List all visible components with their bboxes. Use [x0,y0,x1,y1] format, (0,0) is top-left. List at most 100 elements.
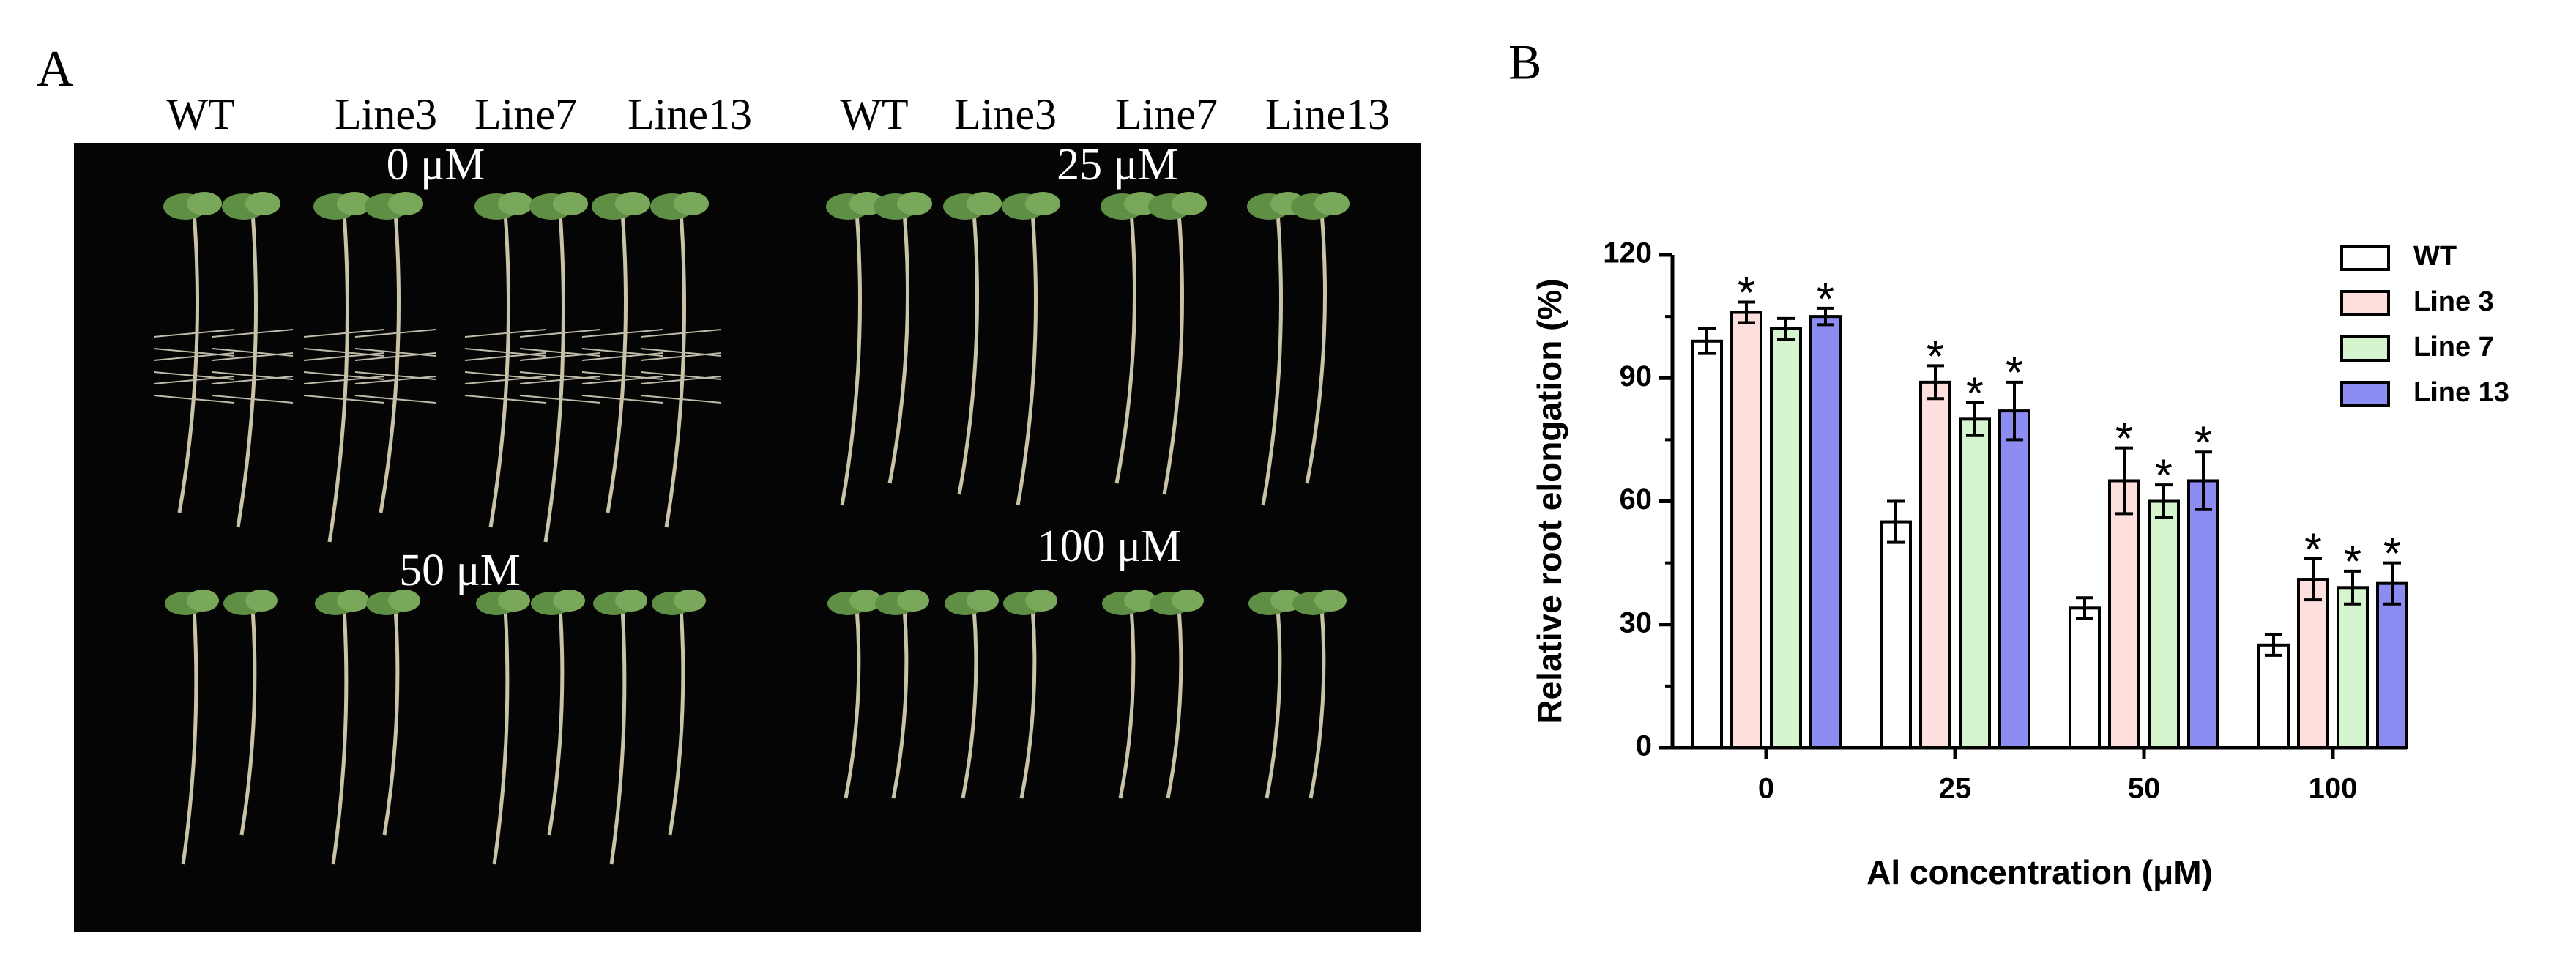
cotyledon [897,590,929,612]
stem [379,212,401,513]
cotyledon [245,590,278,612]
y-tick-label: 90 [1620,360,1653,393]
bar [2376,581,2408,750]
stem [961,607,978,799]
error-bar [2265,633,2282,657]
lateral-root [153,329,235,338]
cotyledon [849,590,882,612]
seedlings [153,192,1350,865]
lateral-root [212,395,294,404]
legend-label: Line 3 [2413,286,2494,317]
error-bar [1817,306,1834,327]
lateral-root [354,352,436,361]
error-bar [2155,483,2173,519]
treatment-label: 50 μM [399,546,521,595]
stem [957,212,979,495]
line-label: Line7 [474,90,577,138]
error-bar [2076,596,2093,620]
lateral-root [464,376,546,384]
bar [2069,606,2101,749]
significance-mark: * [2115,414,2133,464]
error-bar [1966,401,1984,437]
cotyledon [245,192,280,215]
stem [382,607,400,836]
bar [1998,409,2030,749]
bar [2297,578,2329,750]
stem [1309,607,1326,799]
lateral-root [354,395,436,404]
line-label: Line3 [954,90,1057,138]
stem [327,212,349,543]
stem [1118,607,1136,799]
photo [74,143,1421,932]
cotyledon [187,192,222,215]
line-label: Line13 [628,90,752,138]
bar [2148,499,2180,749]
legend-swatch [2340,245,2390,271]
stem [668,607,685,836]
stem [844,607,861,799]
bar [2257,643,2290,750]
line-label: WT [166,90,234,138]
significance-mark: * [1966,368,1984,419]
bar [1730,311,1762,749]
lateral-root [354,376,436,384]
stem [239,607,257,836]
significance-mark: * [2006,348,2023,398]
stem [177,212,199,513]
lateral-root [581,352,663,361]
error-bar [1777,316,1795,341]
lateral-root [581,395,663,404]
bar [2108,479,2140,749]
line-label: Line7 [1115,90,1218,138]
cotyledon [897,192,932,215]
lateral-root [464,352,546,361]
lateral-root [212,376,294,384]
cotyledon [1314,192,1350,215]
significance-mark: * [1927,332,1944,382]
lateral-root [519,352,601,361]
legend-swatch [2340,335,2390,362]
bar [1959,417,1991,749]
stem [606,212,628,513]
lateral-root [303,352,385,361]
cotyledon [388,590,420,612]
cotyledon [1172,590,1204,612]
cotyledon [1172,192,1207,215]
significance-mark: * [1817,274,1834,324]
lateral-root [153,395,235,404]
cotyledon [553,192,588,215]
lateral-root [212,329,294,338]
lateral-root [464,329,546,338]
lateral-root [519,329,601,338]
stem [609,607,627,865]
lateral-root [303,376,385,384]
cotyledon [674,192,709,215]
stem [887,212,909,484]
stem [181,607,198,865]
cotyledon [1025,590,1057,612]
cotyledon [615,192,650,215]
cotyledon [388,192,423,215]
x-tick-label: 25 [1939,773,1972,805]
cotyledon [1124,590,1156,612]
legend-label: Line 13 [2413,377,2509,408]
stem [891,607,909,799]
bar [1880,520,1912,750]
line-label: Line13 [1265,90,1390,138]
error-bar [2383,561,2401,606]
stem [236,212,258,528]
treatment-label: 0 μM [387,140,485,190]
cotyledon [187,590,219,612]
significance-mark: * [2304,524,2322,575]
stem [1019,607,1037,799]
bar [1691,339,1723,749]
stem [1261,212,1283,506]
treatment-label: 25 μM [1057,140,1178,190]
cotyledon [337,192,372,215]
x-tick-label: 50 [2128,773,2161,805]
error-bar [2195,450,2212,511]
line-label: Line3 [335,90,437,138]
lateral-root [581,329,663,338]
